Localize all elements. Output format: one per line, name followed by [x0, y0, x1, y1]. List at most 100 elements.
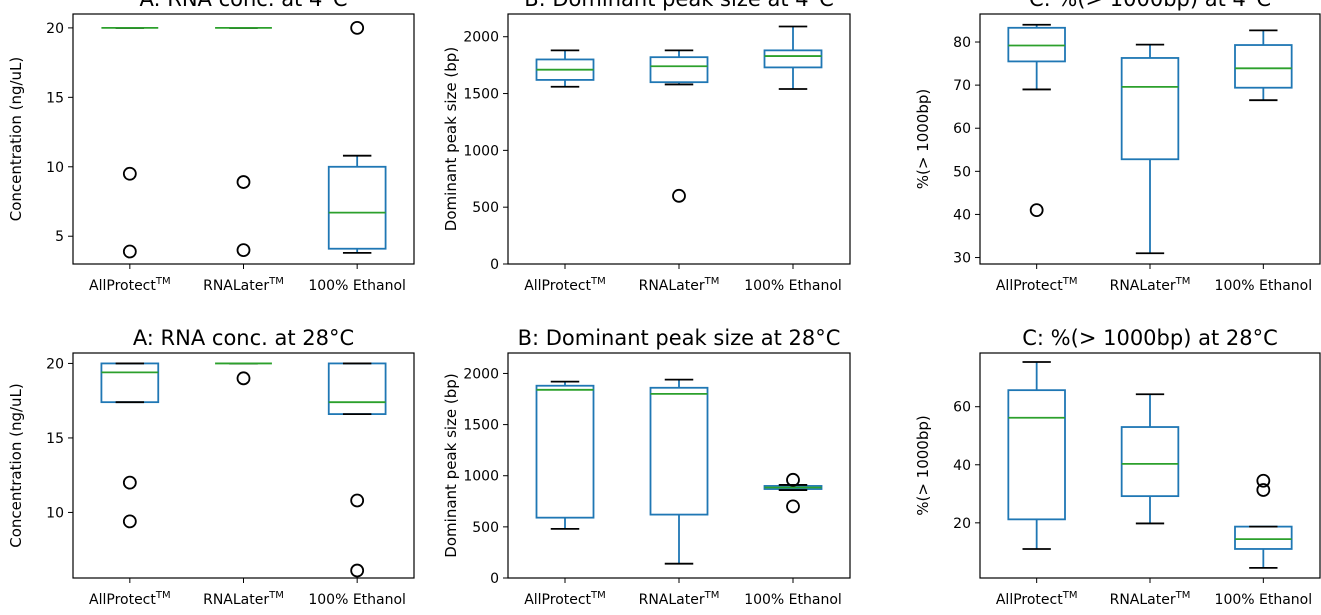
- outlier-point: [1256, 473, 1271, 488]
- axes-frame: [72, 352, 415, 579]
- chart-title: A: RNA conc. at 4°C: [140, 0, 348, 11]
- chart-panel-6: C: %(> 1000bp) at 28°C %(> 1000bp) 20 40 60 A…: [914, 326, 1321, 608]
- chart-title: C: %(> 1000bp) at 28°C: [1022, 326, 1277, 350]
- y-axis-label: Concentration (ng/uL): [7, 57, 25, 222]
- y-tick-label: 5: [55, 229, 64, 245]
- outlier-point: [122, 166, 137, 181]
- outlier-point: [236, 371, 251, 386]
- outlier-point: [672, 188, 686, 203]
- x-tick-label: AllProtectTM: [524, 590, 606, 608]
- category-name: 100% Ethanol: [744, 278, 842, 294]
- chart-panel-5: B: Dominant peak size at 28°C Dominant pe…: [442, 326, 851, 608]
- y-tick-label: 1000: [463, 469, 499, 485]
- category-superscript: TM: [155, 276, 171, 287]
- x-tick-label: RNALaterTM: [639, 590, 720, 608]
- y-tick-label: 20: [953, 516, 971, 532]
- y-axis-label: Concentration (ng/uL): [7, 383, 25, 548]
- y-tick-label: 2000: [463, 30, 499, 46]
- box-iqr: [1007, 389, 1066, 521]
- outlier-point: [1256, 483, 1271, 497]
- outlier-point: [350, 20, 365, 35]
- category-superscript: TM: [704, 276, 720, 287]
- axes-frame: [979, 352, 1321, 579]
- category-name: RNALater: [639, 278, 705, 294]
- y-tick-label: 20: [46, 356, 64, 372]
- box-iqr: [763, 49, 823, 69]
- box-iqr: [327, 165, 387, 250]
- outlier-point: [122, 244, 137, 259]
- outlier-point: [786, 499, 800, 514]
- x-tick-label: 100% Ethanol: [308, 278, 406, 294]
- box-iqr: [1120, 57, 1180, 161]
- y-axis-label: Dominant peak size (bp): [442, 47, 460, 231]
- y-axis-label: Dominant peak size (bp): [442, 373, 460, 557]
- y-tick-label: 30: [953, 251, 971, 267]
- x-tick-label: RNALaterTM: [203, 590, 284, 608]
- category-name: RNALater: [1110, 278, 1176, 294]
- box-iqr: [1120, 426, 1180, 498]
- category-superscript: TM: [704, 590, 720, 601]
- category-superscript: TM: [590, 590, 606, 601]
- y-tick-label: 0: [490, 571, 499, 587]
- axes-frame: [507, 13, 851, 265]
- y-tick-label: 10: [46, 505, 64, 521]
- axes-frame: [979, 13, 1321, 265]
- x-tick-label: RNALaterTM: [639, 276, 720, 294]
- x-tick-label: RNALaterTM: [1110, 590, 1191, 608]
- y-tick-label: 2000: [463, 366, 499, 382]
- y-tick-label: 60: [953, 121, 971, 137]
- y-tick-label: 1500: [463, 418, 499, 434]
- chart-panel-3: C: %(> 1000bp) at 4°C %(> 1000bp) 30 40 50 60…: [914, 0, 1321, 294]
- outlier-point: [786, 472, 800, 487]
- y-tick-label: 80: [953, 35, 971, 51]
- box-iqr: [649, 56, 709, 84]
- category-name: 100% Ethanol: [744, 592, 842, 608]
- outlier-point: [350, 493, 365, 508]
- category-name: AllProtect: [996, 592, 1063, 608]
- y-axis-label: %(> 1000bp): [914, 415, 932, 516]
- category-superscript: TM: [1062, 590, 1078, 601]
- category-name: AllProtect: [996, 278, 1063, 294]
- y-tick-label: 40: [953, 207, 971, 223]
- category-superscript: TM: [1175, 276, 1191, 287]
- category-name: AllProtect: [524, 592, 591, 608]
- chart-title: B: Dominant peak size at 28°C: [518, 326, 841, 350]
- y-tick-label: 15: [46, 431, 64, 447]
- outlier-point: [236, 175, 251, 189]
- outlier-point: [236, 243, 251, 258]
- category-superscript: TM: [1062, 276, 1078, 287]
- x-tick-label: AllProtectTM: [996, 276, 1078, 294]
- outlier-point: [1029, 203, 1044, 218]
- box-iqr: [100, 362, 160, 404]
- y-tick-label: 1500: [463, 87, 499, 103]
- x-tick-label: 100% Ethanol: [308, 592, 406, 608]
- x-tick-label: AllProtectTM: [524, 276, 606, 294]
- y-tick-label: 500: [472, 520, 499, 536]
- category-name: RNALater: [203, 278, 269, 294]
- outlier-point: [350, 563, 365, 578]
- axes-frame: [72, 13, 415, 265]
- box-iqr: [535, 384, 595, 519]
- outlier-point: [122, 475, 137, 490]
- axes-frame: [507, 352, 851, 579]
- category-name: AllProtect: [89, 592, 156, 608]
- chart-panel-1: A: RNA conc. at 4°C Concentration (ng/uL)…: [7, 0, 415, 294]
- box-iqr: [649, 386, 709, 516]
- category-name: AllProtect: [89, 278, 156, 294]
- y-axis-label: %(> 1000bp): [914, 89, 932, 190]
- y-tick-label: 1000: [463, 143, 499, 159]
- category-name: RNALater: [1110, 592, 1176, 608]
- y-tick-label: 10: [46, 160, 64, 176]
- category-name: 100% Ethanol: [1215, 278, 1313, 294]
- x-tick-label: 100% Ethanol: [744, 592, 842, 608]
- category-name: 100% Ethanol: [308, 592, 406, 608]
- chart-title: A: RNA conc. at 28°C: [133, 326, 354, 350]
- y-tick-label: 500: [472, 200, 499, 216]
- y-tick-label: 20: [46, 21, 64, 37]
- category-name: 100% Ethanol: [1215, 592, 1313, 608]
- category-superscript: TM: [268, 276, 284, 287]
- outlier-point: [122, 514, 137, 529]
- category-name: 100% Ethanol: [308, 278, 406, 294]
- chart-panel-4: A: RNA conc. at 28°C Concentration (ng/uL…: [7, 326, 415, 608]
